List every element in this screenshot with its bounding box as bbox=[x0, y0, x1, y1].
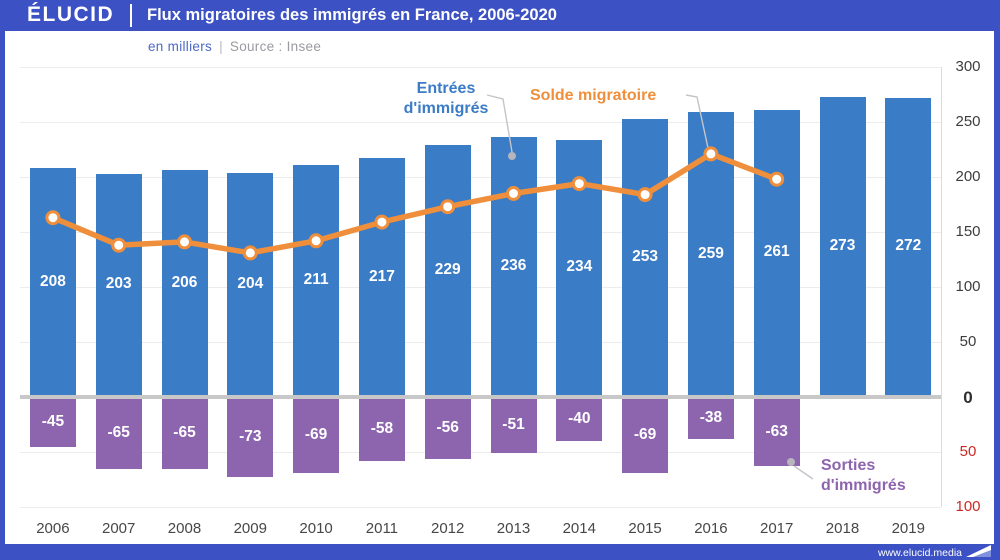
footer-band bbox=[0, 544, 1000, 560]
chart-subtitle: en milliers | Source : Insee bbox=[148, 39, 321, 54]
sorties-bar-2017 bbox=[753, 399, 800, 467]
year-label-2010: 2010 bbox=[299, 520, 333, 537]
sorties-value-2006: -45 bbox=[41, 412, 65, 430]
frame-left-border bbox=[0, 31, 5, 544]
ytick-100: 100 bbox=[955, 278, 981, 295]
sorties-bar-2007 bbox=[95, 399, 142, 469]
sorties-bar-2014 bbox=[556, 399, 603, 441]
frame-right-border bbox=[994, 31, 1000, 544]
entries-value-2013: 236 bbox=[500, 257, 527, 275]
entries-value-2007: 203 bbox=[105, 275, 132, 293]
footer-url: www.elucid.media bbox=[877, 547, 962, 559]
entries-value-2011: 217 bbox=[368, 267, 395, 285]
sorties-bar-2009 bbox=[227, 399, 274, 478]
year-label-2008: 2008 bbox=[167, 520, 202, 537]
sorties-value-2008: -65 bbox=[173, 423, 196, 441]
sorties-bar-2011 bbox=[358, 399, 405, 461]
ytick-neg-100: 100 bbox=[955, 498, 981, 515]
ytick-300: 300 bbox=[955, 58, 981, 75]
entries-value-2016: 259 bbox=[697, 244, 724, 262]
ytick-50: 50 bbox=[959, 333, 977, 350]
entries-value-2014: 234 bbox=[566, 258, 593, 276]
sorties-value-2009: -73 bbox=[239, 428, 262, 446]
ytick-250: 250 bbox=[955, 113, 981, 130]
sorties-value-2016: -38 bbox=[699, 408, 723, 426]
sorties-value-2012: -56 bbox=[436, 418, 459, 436]
chart-title: Flux migratoires des immigrés en France,… bbox=[147, 6, 557, 24]
gridline-50 bbox=[20, 341, 942, 343]
sorties-value-2017: -63 bbox=[765, 422, 788, 440]
zero-axis-line bbox=[20, 395, 942, 399]
gridline-100 bbox=[20, 286, 942, 288]
sorties-value-2013: -51 bbox=[502, 416, 525, 434]
year-label-2016: 2016 bbox=[694, 520, 728, 537]
sorties-value-2015: -69 bbox=[633, 425, 657, 443]
gridline--100 bbox=[20, 506, 942, 508]
entries-value-2018: 273 bbox=[829, 236, 856, 254]
year-label-2006: 2006 bbox=[36, 520, 70, 537]
entries-value-2017: 261 bbox=[763, 243, 790, 261]
year-label-2018: 2018 bbox=[825, 520, 860, 537]
entries-value-2015: 253 bbox=[632, 247, 659, 265]
year-label-2007: 2007 bbox=[102, 520, 136, 537]
gridline--50 bbox=[20, 451, 942, 453]
sorties-bar-2013 bbox=[490, 399, 537, 454]
year-label-2019: 2019 bbox=[891, 520, 925, 537]
gridline-200 bbox=[20, 176, 942, 178]
sorties-value-2014: -40 bbox=[568, 410, 591, 427]
gridline-300 bbox=[20, 66, 942, 68]
entries-bar-2019 bbox=[885, 97, 932, 395]
entries-value-2008: 206 bbox=[171, 273, 198, 291]
sorties-value-2011: -58 bbox=[370, 419, 394, 437]
entries-bar-2018 bbox=[819, 96, 866, 395]
sorties-bar-2008 bbox=[161, 399, 208, 469]
entries-series-label: Entrées d'immigrés bbox=[403, 80, 489, 117]
subtitle-separator: | bbox=[219, 39, 223, 54]
gridline-250 bbox=[20, 121, 942, 123]
header-band bbox=[0, 0, 1000, 31]
sorties-bar-2010 bbox=[293, 399, 340, 473]
sorties-series-label: Sorties d'immigrés bbox=[821, 457, 906, 494]
year-label-2011: 2011 bbox=[365, 520, 399, 537]
year-label-2014: 2014 bbox=[562, 520, 596, 537]
entries-value-2012: 229 bbox=[434, 261, 461, 279]
elucid-flag-icon bbox=[966, 545, 991, 557]
entries-value-2009: 204 bbox=[237, 274, 264, 292]
ytick-150: 150 bbox=[955, 223, 981, 240]
solde-series-label: Solde migratoire bbox=[530, 87, 657, 104]
year-label-2017: 2017 bbox=[760, 520, 794, 537]
sorties-value-2007: -65 bbox=[107, 423, 130, 441]
entries-value-2019: 272 bbox=[895, 237, 922, 255]
sorties-bar-2006 bbox=[29, 399, 76, 447]
unit-label: en milliers bbox=[148, 39, 213, 54]
entries-value-2010: 211 bbox=[303, 270, 329, 288]
entries-value-2006: 208 bbox=[39, 272, 66, 290]
year-label-2012: 2012 bbox=[431, 520, 465, 537]
elucid-logo: ÉLUCID bbox=[27, 3, 115, 26]
sorties-bar-2012 bbox=[424, 399, 471, 459]
sorties-bar-2015 bbox=[622, 399, 669, 473]
year-label-2013: 2013 bbox=[496, 520, 531, 537]
header-divider bbox=[130, 4, 132, 27]
ytick-0: 0 bbox=[963, 388, 973, 407]
sorties-bar-2016 bbox=[687, 399, 734, 439]
ytick-200: 200 bbox=[955, 168, 981, 185]
year-label-2015: 2015 bbox=[628, 520, 662, 537]
plot-right-border bbox=[941, 67, 943, 507]
source-label: Source : Insee bbox=[229, 39, 322, 54]
year-label-2009: 2009 bbox=[233, 520, 267, 537]
gridline-150 bbox=[20, 231, 942, 233]
sorties-value-2010: -69 bbox=[304, 425, 328, 443]
ytick-neg-50: 50 bbox=[959, 443, 977, 460]
